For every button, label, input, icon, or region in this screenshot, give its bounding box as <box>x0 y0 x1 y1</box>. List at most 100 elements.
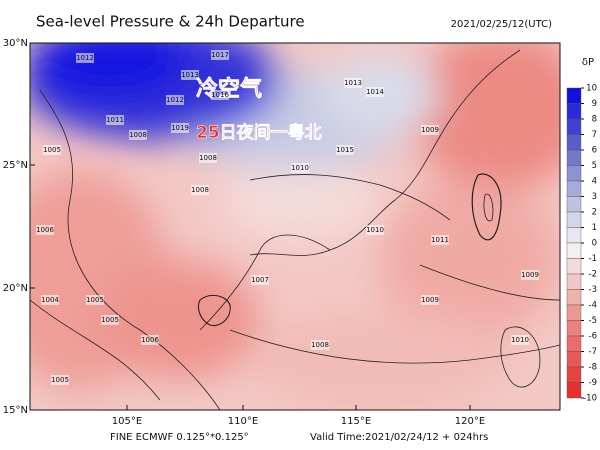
isobar-label: 1011 <box>106 116 124 124</box>
colorbar-label: -8 <box>589 363 597 373</box>
isobar-label: 1006 <box>36 226 54 234</box>
footer-right: Valid Time:2021/02/24/12 + 024hrs <box>310 432 488 443</box>
isobar-label-bg <box>41 295 59 305</box>
colorbar-label: -5 <box>589 316 597 326</box>
colorbar-label: 9 <box>592 99 597 109</box>
colorbar-label: -1 <box>589 254 597 264</box>
isobar-label-bg <box>171 123 189 133</box>
isobar-label: 1016 <box>211 91 229 99</box>
map-field <box>30 43 560 410</box>
isobar-label: 1005 <box>101 316 119 324</box>
isobar-label-bg <box>521 270 539 280</box>
colorbar-cell <box>566 87 582 104</box>
isobar-label: 1014 <box>366 88 384 96</box>
isobar-label: 1008 <box>199 154 217 162</box>
colorbar-cell <box>566 382 582 399</box>
colorbar-label: 3 <box>592 192 597 202</box>
lat-label: 25°N <box>3 160 28 171</box>
colorbar-label: 5 <box>592 161 597 171</box>
isobar-label: 1019 <box>171 124 189 132</box>
colorbar-label: 4 <box>592 177 597 187</box>
colorbar-cell <box>566 304 582 321</box>
isobar-label-bg <box>211 50 229 60</box>
colorbar-cell <box>566 180 582 197</box>
lon-label: 105°E <box>112 416 142 427</box>
colorbar-cell <box>566 242 582 259</box>
isobar-label: 1010 <box>366 226 384 234</box>
colorbar-cell <box>566 149 582 166</box>
colorbar-label: -10 <box>583 394 597 404</box>
isobar-label: 1005 <box>86 296 104 304</box>
isobar-label-bg <box>199 153 217 163</box>
isobar-label-bg <box>291 163 309 173</box>
isobar-label: 1015 <box>336 146 354 154</box>
isobar-label: 1010 <box>511 336 529 344</box>
colorbar-label: -9 <box>589 378 597 388</box>
colorbar-cell <box>566 227 582 244</box>
isobar-label-bg <box>366 225 384 235</box>
isobar-label: 1012 <box>76 54 94 62</box>
isobar-label: 1007 <box>251 276 269 284</box>
isobar-label-bg <box>511 335 529 345</box>
isobar-label: 1017 <box>211 51 229 59</box>
isobar-label: 1005 <box>51 376 69 384</box>
colorbar-label: 1 <box>592 223 597 233</box>
isobar-label-bg <box>101 315 119 325</box>
isobar-label: 1011 <box>431 236 449 244</box>
map-frame <box>29 42 561 411</box>
isobar-label-bg <box>211 90 229 100</box>
isobar-label-bg <box>43 145 61 155</box>
isobar-label-bg <box>36 225 54 235</box>
isobar-label: 1009 <box>421 126 439 134</box>
isobar-label-bg <box>336 145 354 155</box>
isobar-label-bg <box>106 115 124 125</box>
date: 2021/02/25/12(UTC) <box>451 19 552 30</box>
colorbar-label: -2 <box>589 270 597 280</box>
colorbar-cell <box>566 103 582 120</box>
colorbar-cell <box>566 366 582 383</box>
colorbar-cell <box>566 351 582 368</box>
isobar-label: 1013 <box>181 71 199 79</box>
colorbar-cell <box>566 320 582 337</box>
colorbar-cell <box>566 335 582 352</box>
lat-label: 30°N <box>3 38 28 49</box>
colorbar-cell <box>566 165 582 182</box>
isobar-label: 1009 <box>521 271 539 279</box>
colorbar-cell <box>566 118 582 135</box>
colorbar-title: δP <box>582 57 594 68</box>
isobar-label-bg <box>181 70 199 80</box>
annotation: 冷空气 <box>196 76 262 102</box>
lon-label: 115°E <box>341 416 371 427</box>
isobar-label: 1005 <box>43 146 61 154</box>
colorbar-cell <box>566 196 582 213</box>
annotation: 25日夜间一粤北 <box>196 122 322 143</box>
isobar-label: 1004 <box>41 296 59 304</box>
title: Sea-level Pressure & 24h Departure <box>36 13 305 31</box>
isobar-label-bg <box>129 130 147 140</box>
colorbar-label: -4 <box>589 301 597 311</box>
colorbar-label: -6 <box>589 332 597 342</box>
colorbar-label: 2 <box>592 208 597 218</box>
isobar-label-bg <box>141 335 159 345</box>
colorbar-label: 7 <box>592 130 597 140</box>
isobar-label-bg <box>421 295 439 305</box>
isobar-label-bg <box>421 125 439 135</box>
isobar-label: 1009 <box>421 296 439 304</box>
colorbar-label: 0 <box>592 239 597 249</box>
colorbar-cell <box>566 258 582 275</box>
isobar-label: 1008 <box>191 186 209 194</box>
isobar-label: 1013 <box>344 79 362 87</box>
lon-label: 110°E <box>228 416 258 427</box>
isobar-label-bg <box>51 375 69 385</box>
colorbar-cell <box>566 134 582 151</box>
isobar-label-bg <box>344 78 362 88</box>
colorbar-label: 6 <box>592 146 597 156</box>
isobar-label-bg <box>191 185 209 195</box>
colorbar-label: -7 <box>589 347 597 357</box>
isobar-label-bg <box>86 295 104 305</box>
isobar-label-bg <box>166 95 184 105</box>
isobar-label-bg <box>311 340 329 350</box>
colorbar-cell <box>566 211 582 228</box>
isobar-label: 1008 <box>311 341 329 349</box>
